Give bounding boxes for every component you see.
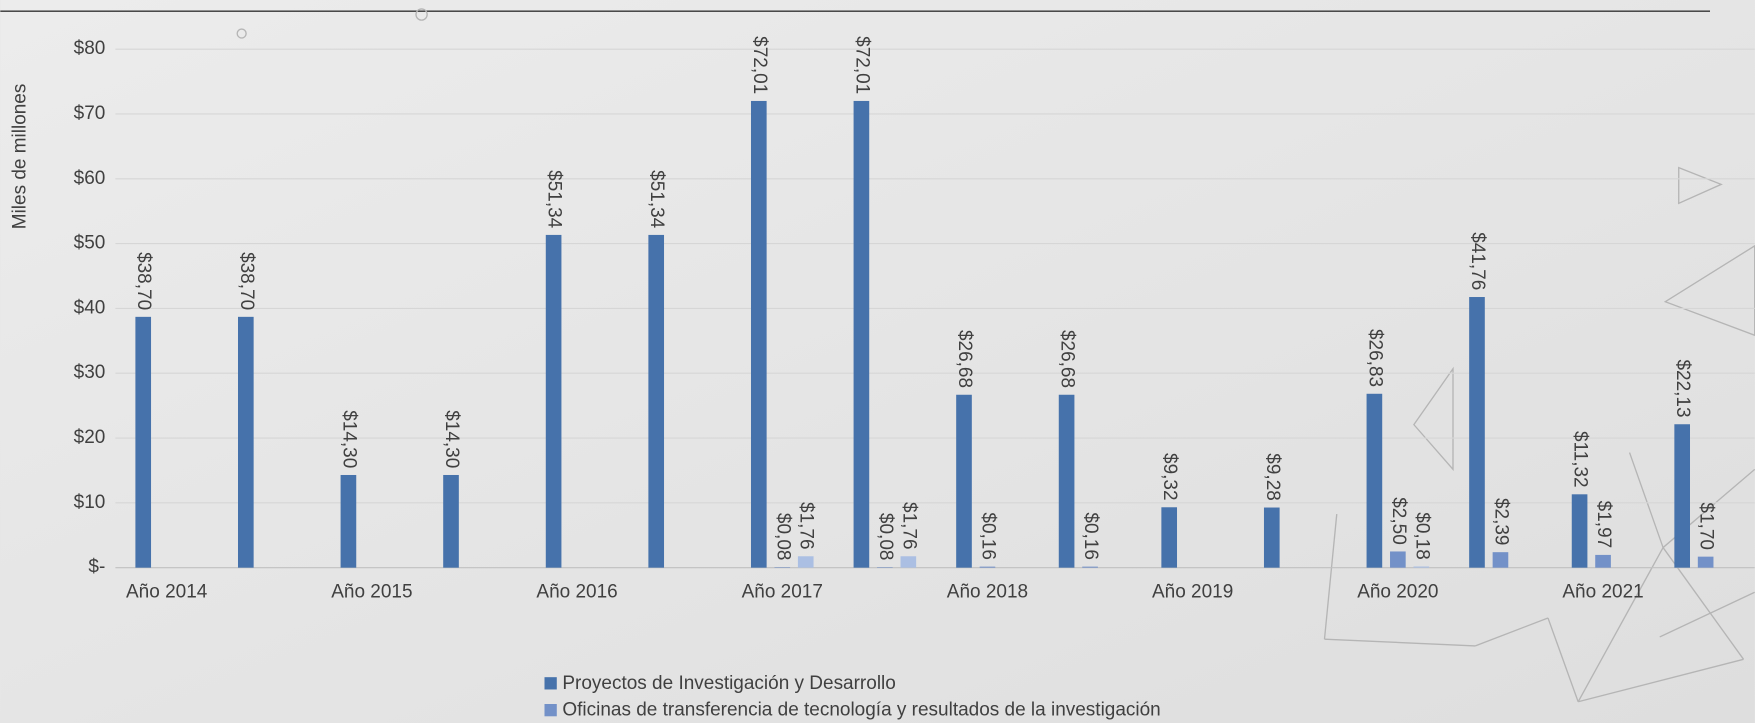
value-label: $2,39	[1490, 498, 1511, 546]
bar	[1674, 424, 1690, 567]
bar	[774, 567, 790, 568]
y-tick-label: $50	[74, 233, 106, 254]
value-label: $51,34	[544, 170, 565, 228]
bar	[1469, 297, 1485, 568]
value-label: $11,32	[1570, 431, 1591, 488]
bar	[443, 475, 459, 568]
bar	[751, 101, 767, 568]
bar	[1413, 567, 1429, 568]
bar	[135, 317, 151, 568]
y-tick-label: $10	[74, 492, 106, 513]
value-label: $0,18	[1411, 512, 1432, 560]
value-label: $14,30	[338, 410, 359, 468]
y-tick-label: $40	[74, 297, 106, 318]
bar	[877, 567, 893, 568]
x-tick-label: Año 2016	[536, 581, 617, 602]
x-tick-label: Año 2014	[126, 581, 207, 602]
bar	[1367, 394, 1383, 568]
x-tick-label: Año 2020	[1357, 581, 1438, 602]
value-label: $41,76	[1467, 232, 1488, 290]
bar	[1059, 395, 1075, 568]
value-label: $0,08	[875, 513, 896, 561]
bar	[1264, 508, 1280, 568]
bar	[648, 235, 664, 568]
y-axis-title: Miles de millones	[9, 84, 30, 230]
bar	[1572, 494, 1588, 567]
value-label: $1,97	[1593, 501, 1614, 549]
bar	[238, 317, 254, 568]
bar	[1493, 552, 1509, 567]
bar	[1595, 555, 1611, 568]
value-label: $26,68	[954, 330, 975, 388]
value-label: $0,16	[1080, 512, 1101, 560]
value-label: $72,01	[851, 36, 872, 94]
y-tick-label: $70	[74, 103, 106, 124]
y-tick-label: $60	[74, 168, 106, 189]
value-label: $1,76	[898, 502, 919, 550]
value-label: $9,28	[1262, 453, 1283, 501]
legend-swatch	[544, 704, 556, 716]
legend-label: Oficinas de transferencia de tecnología …	[562, 700, 1160, 721]
bar	[798, 556, 814, 567]
value-label: $2,50	[1388, 497, 1409, 545]
legend-label: Proyectos de Investigación y Desarrollo	[562, 673, 895, 694]
x-tick-label: Año 2018	[947, 581, 1028, 602]
legend-swatch	[544, 677, 556, 689]
x-tick-label: Año 2021	[1562, 581, 1643, 602]
value-label: $22,13	[1672, 359, 1693, 417]
value-label: $9,32	[1159, 453, 1180, 501]
chart: Miles de millones $- $10 $20 $30 $40 $50 $60 $7…	[0, 0, 1755, 723]
value-label: $14,30	[441, 410, 462, 468]
bar	[546, 235, 562, 568]
x-tick-label: Año 2017	[742, 581, 823, 602]
background	[0, 0, 1754, 723]
value-label: $26,68	[1057, 330, 1078, 388]
value-label: $72,01	[749, 36, 770, 94]
value-label: $38,70	[133, 252, 154, 310]
y-tick-label: $80	[74, 38, 106, 59]
bar	[980, 567, 996, 568]
y-tick-label: $20	[74, 427, 106, 448]
bar	[901, 556, 917, 567]
bar	[1390, 551, 1406, 567]
bar	[1082, 567, 1098, 568]
value-label: $38,70	[236, 252, 257, 310]
value-label: $51,34	[646, 170, 667, 228]
value-label: $26,83	[1364, 329, 1385, 387]
bar	[341, 475, 357, 568]
value-label: $1,76	[796, 502, 817, 550]
value-label: $1,70	[1696, 502, 1717, 550]
bar	[854, 101, 870, 568]
value-label: $0,08	[772, 513, 793, 561]
y-tick-label: $-	[88, 557, 105, 578]
value-label: $0,16	[977, 512, 998, 560]
bar	[1698, 557, 1714, 568]
y-tick-label: $30	[74, 362, 106, 383]
x-tick-label: Año 2015	[331, 581, 412, 602]
bar	[1161, 507, 1177, 567]
x-tick-label: Año 2019	[1152, 581, 1233, 602]
bar	[956, 395, 972, 568]
